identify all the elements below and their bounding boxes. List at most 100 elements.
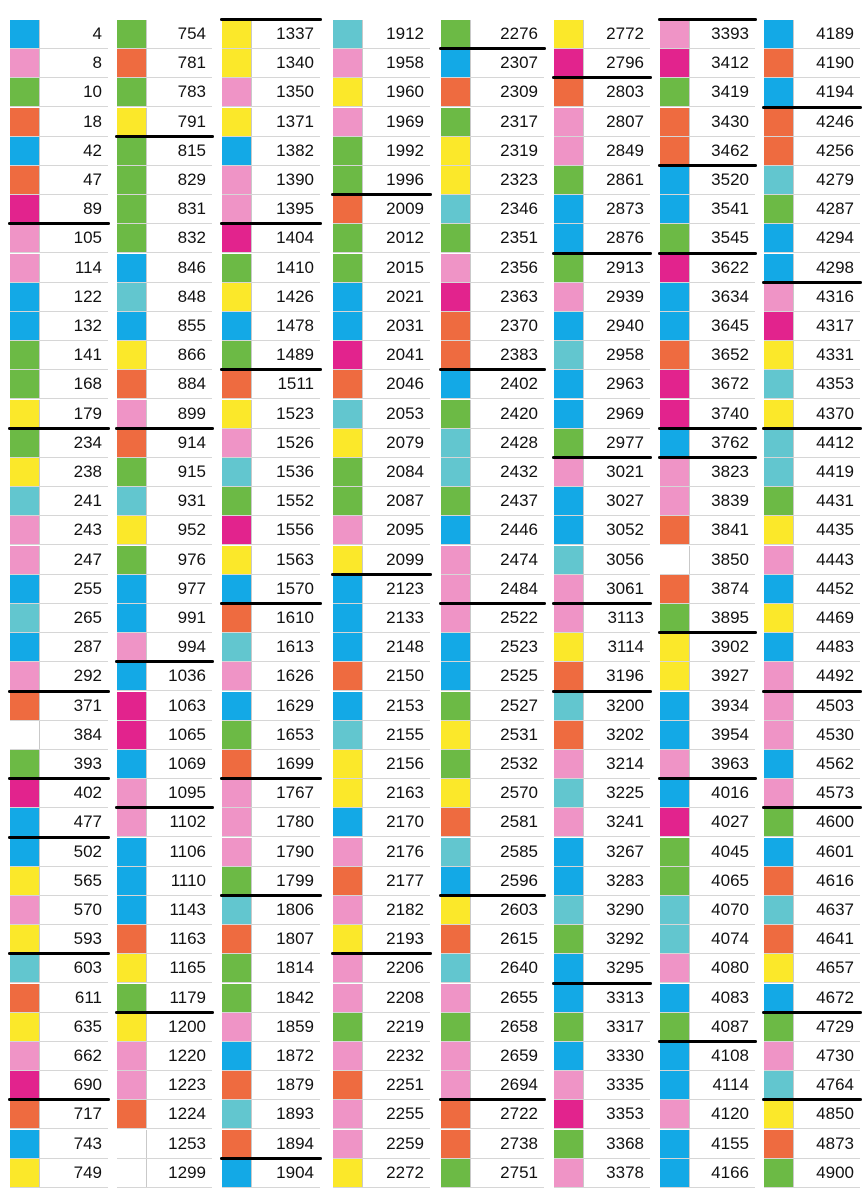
color-swatch	[764, 20, 793, 48]
number-cell: 371	[39, 691, 108, 720]
color-swatch	[554, 604, 583, 632]
table-row: 89	[10, 195, 108, 225]
color-swatch	[660, 633, 689, 662]
color-swatch	[10, 20, 39, 48]
color-swatch	[117, 691, 146, 720]
color-swatch	[10, 604, 39, 632]
table-row: 2958	[554, 341, 650, 371]
number-cell: 1253	[146, 1129, 212, 1158]
group-separator	[552, 602, 652, 605]
table-row: 2251	[333, 1071, 430, 1101]
table-row: 4850	[764, 1100, 860, 1130]
color-swatch	[333, 779, 362, 808]
group-separator	[658, 251, 757, 255]
number-cell: 4601	[793, 837, 860, 866]
group-separator	[762, 689, 862, 693]
table-row: 1223	[117, 1071, 212, 1101]
number-cell: 2913	[583, 253, 650, 282]
color-swatch	[222, 195, 251, 224]
table-row: 4601	[764, 837, 860, 867]
color-swatch	[333, 166, 362, 194]
table-row: 1872	[222, 1042, 320, 1071]
group-separator	[8, 222, 110, 226]
group-separator	[220, 777, 322, 781]
color-swatch	[660, 107, 689, 136]
table-row: 2615	[441, 925, 544, 955]
table-row: 2523	[441, 633, 544, 663]
color-swatch	[333, 896, 362, 924]
number-cell: 3368	[583, 1129, 650, 1158]
color-swatch	[10, 983, 39, 1012]
table-row: 2807	[554, 107, 650, 137]
table-row: 2963	[554, 370, 650, 400]
color-swatch	[117, 779, 146, 808]
color-swatch	[660, 516, 689, 545]
color-swatch	[660, 487, 689, 516]
color-swatch	[10, 750, 39, 778]
number-cell: 3895	[689, 604, 755, 632]
table-row: 234	[10, 428, 108, 458]
color-swatch	[660, 604, 689, 632]
table-row: 3740	[660, 399, 755, 429]
color-swatch	[441, 750, 470, 778]
color-swatch	[764, 224, 793, 253]
color-swatch	[222, 925, 251, 954]
number-cell: 2351	[470, 224, 544, 253]
table-row: 3541	[660, 195, 755, 225]
table-row: 791	[117, 107, 212, 137]
color-swatch	[660, 49, 689, 78]
number-cell: 4730	[793, 1042, 860, 1070]
table-row: 2099	[333, 545, 430, 575]
table-row: 3895	[660, 604, 755, 633]
color-swatch	[10, 166, 39, 194]
table-row: 2123	[333, 574, 430, 604]
number-cell: 1629	[251, 691, 320, 720]
number-cell: 4492	[793, 662, 860, 691]
color-swatch	[660, 925, 689, 954]
number-cell: 234	[39, 428, 108, 457]
number-cell: 4431	[793, 487, 860, 516]
table-row: 2913	[554, 253, 650, 283]
color-swatch	[764, 954, 793, 983]
group-separator	[220, 368, 322, 372]
table-row: 1395	[222, 195, 320, 225]
color-swatch	[222, 428, 251, 457]
color-swatch	[441, 370, 470, 399]
table-row: 1767	[222, 779, 320, 809]
table-row: 3850	[660, 545, 755, 575]
number-cell: 2977	[583, 428, 650, 457]
color-swatch	[441, 1042, 470, 1070]
table-row: 2084	[333, 458, 430, 487]
table-row: 502	[10, 837, 108, 867]
number-cell: 1106	[146, 837, 212, 866]
table-row: 1780	[222, 808, 320, 838]
color-swatch	[222, 136, 251, 165]
number-cell: 4016	[689, 779, 755, 808]
table-row: 3430	[660, 107, 755, 137]
color-swatch	[764, 866, 793, 895]
table-row: 690	[10, 1071, 108, 1101]
group-separator	[220, 894, 322, 897]
table-row: 565	[10, 866, 108, 896]
color-swatch	[660, 253, 689, 282]
color-swatch	[10, 574, 39, 603]
table-row: 8	[10, 49, 108, 79]
table-row: 2772	[554, 20, 650, 49]
color-swatch	[117, 224, 146, 253]
number-cell: 1110	[146, 866, 212, 895]
table-row: 2484	[441, 574, 544, 604]
color-swatch	[441, 545, 470, 574]
color-swatch	[222, 487, 251, 516]
table-row: 2232	[333, 1042, 430, 1071]
group-separator	[220, 1156, 322, 1160]
color-swatch	[10, 399, 39, 428]
color-swatch	[10, 370, 39, 399]
number-cell: 4083	[689, 983, 755, 1012]
color-swatch	[117, 458, 146, 486]
number-cell: 2432	[470, 458, 544, 486]
group-separator	[8, 1098, 110, 1102]
number-cell: 47	[39, 166, 108, 194]
color-swatch	[222, 691, 251, 720]
table-row: 2148	[333, 633, 430, 663]
color-swatch	[117, 428, 146, 457]
